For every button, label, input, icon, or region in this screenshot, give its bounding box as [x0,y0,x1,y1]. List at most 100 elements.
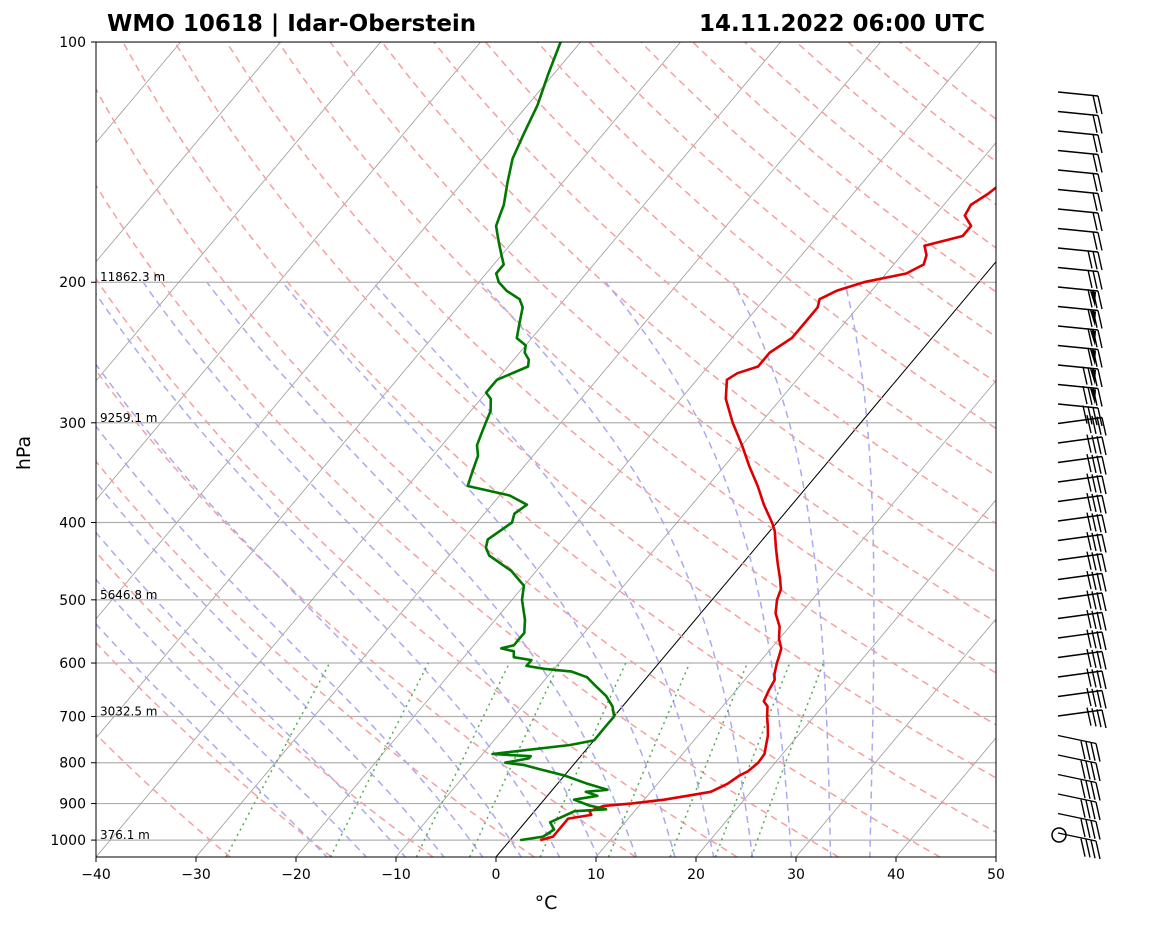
moist-adiabat-line [843,282,875,857]
isotherm-line [995,856,996,857]
wind-barb [1057,832,1101,860]
wind-barb [1057,325,1103,349]
y-tick-label: 500 [59,593,86,609]
dry-adiabat-line [899,42,996,120]
wind-barb [1057,453,1107,475]
dry-adiabat-line [96,550,434,857]
mixing-ratio-line [539,662,627,857]
dry-adiabat-line [484,42,996,477]
wind-barb [1057,707,1107,729]
wind-barb [1057,188,1103,212]
wind-barb [1057,91,1103,115]
moist-adiabat-line [142,281,599,857]
isotherm-line [96,42,481,501]
x-tick-label: 40 [887,867,905,883]
dry-adiabat-line [329,42,996,623]
x-tick-label: −40 [81,867,111,883]
wind-barb [1057,344,1103,368]
x-tick-label: 20 [687,867,705,883]
moist-adiabat-line [96,480,445,857]
moist-adiabat-line [96,292,561,857]
x-tick-label: 0 [492,867,501,883]
dry-adiabat-line [277,42,996,674]
height-label: 3032.5 m [100,704,158,718]
wind-barb [1057,169,1103,193]
wind-barb [1057,512,1107,534]
isotherm-line [695,499,996,857]
dry-adiabat-line [96,641,332,857]
wind-barb [1057,414,1107,436]
wind-barb [1057,609,1107,631]
isotherm-line [895,737,996,857]
isotherm-line [1096,42,1160,857]
mixing-ratio-line [750,662,825,857]
wind-barb [1057,590,1107,612]
isotherm-line [595,380,996,857]
wind-barb [1057,629,1107,651]
isotherm-line [96,42,781,857]
plot-frame [95,41,997,858]
mixing-ratio-line [669,662,749,857]
wind-barb [1057,570,1107,592]
moist-adiabat-line [605,281,793,857]
wind-barb [1057,648,1107,670]
wind-barb [1057,434,1107,456]
dry-adiabat-line [96,277,738,857]
isotherm-line [795,618,996,857]
wind-barb [1057,492,1107,514]
isotherm-line [195,42,881,857]
wind-barb [1057,668,1107,690]
dry-adiabat-line [743,42,996,249]
wind-barb [1057,364,1103,388]
dry-adiabat-line [433,42,996,525]
y-tick-label: 400 [59,515,86,531]
isotherm-line [96,42,581,620]
wind-barb [1057,734,1101,762]
moist-adiabat-line [96,622,329,857]
y-tick-label: 1000 [50,833,86,849]
height-label: 11862.3 m [100,270,165,284]
moist-adiabat-line [480,281,754,857]
wind-barb [1057,286,1103,310]
y-axis-label: hPa [13,436,35,470]
calm-wind-circle [1051,827,1067,843]
chart-title-station: WMO 10618 | Idar-Oberstein [107,11,476,37]
dry-adiabat-line [847,42,996,163]
moist-adiabat-line [96,578,368,857]
dry-adiabat-line [122,42,996,834]
mixing-ratio-line [714,662,791,857]
wind-barb [1057,130,1103,154]
wind-barb [1057,551,1107,573]
temperature-profile-line [539,185,996,842]
wind-barb [1057,754,1101,782]
wind-barb [1057,305,1103,329]
moist-adiabat-line [206,281,638,857]
chart-title-time: 14.11.2022 06:00 UTC [699,11,985,37]
dry-adiabat-line [96,733,231,857]
wind-barb [1057,383,1103,407]
x-tick-label: 30 [787,867,805,883]
wind-barb [1057,247,1103,271]
height-label: 5646.8 m [100,588,158,602]
y-tick-label: 900 [59,797,86,813]
y-tick-label: 600 [59,656,86,672]
mixing-ratio-line [469,662,561,857]
y-tick-label: 200 [59,275,86,291]
wind-barb [1057,773,1101,801]
wind-barb [1057,208,1103,232]
wind-barb [1057,793,1101,821]
dry-adiabat-line [96,369,637,857]
wind-barb [1057,531,1107,553]
wind-barb [1057,110,1103,134]
x-tick-label: 10 [587,867,605,883]
moist-adiabat-line [372,281,715,857]
dry-adiabat-line [381,42,996,574]
wind-barb [1057,687,1107,709]
height-label: 9259.1 m [100,411,158,425]
x-tick-label: 50 [987,867,1005,883]
moist-adiabat-line [732,281,832,857]
dry-adiabat-line [588,42,996,384]
y-tick-label: 800 [59,756,86,772]
isotherm-line [96,42,281,263]
